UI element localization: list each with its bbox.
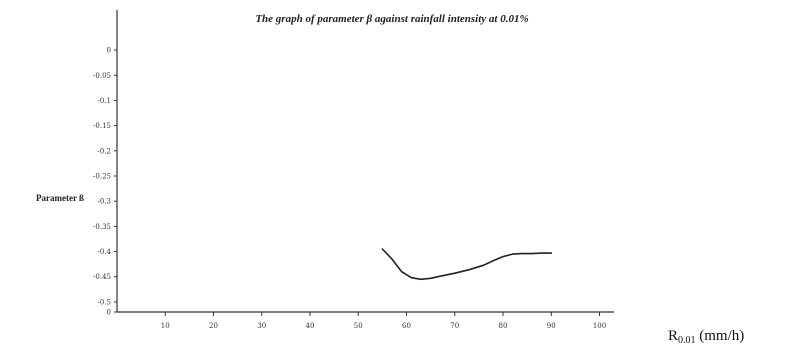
x-axis-label-unit: (mm/h): [696, 328, 745, 344]
x-tick-label: 90: [547, 322, 556, 330]
y-tick-label: -0.25: [93, 173, 111, 181]
series-line: [381, 248, 553, 281]
y-tick-label-baseline: 0: [107, 309, 111, 317]
y-tick-label: -0.05: [93, 72, 111, 80]
y-tick-label: -0.45: [93, 273, 111, 281]
y-tick-label: 0: [107, 47, 111, 55]
y-axis-label: Parameter ß: [36, 193, 84, 203]
series-group: [381, 248, 553, 281]
y-tick-label: -0.2: [98, 147, 112, 155]
x-axis-label: R0.01 (mm/h): [668, 328, 744, 346]
chart-title: The graph of parameter β against rainfal…: [255, 13, 528, 25]
x-tick-label: 20: [209, 322, 218, 330]
x-tick-label: 60: [402, 322, 411, 330]
x-tick-label: 50: [354, 322, 363, 330]
x-tick-label: 80: [499, 322, 508, 330]
axes: [116, 10, 614, 313]
y-tick-label: -0.5: [98, 298, 112, 306]
x-tick-label: 30: [257, 322, 266, 330]
x-tick-label: 40: [306, 322, 315, 330]
y-tick-label: -0.3: [98, 198, 112, 206]
x-axis-label-main: R: [668, 328, 678, 344]
y-tick-label: -0.15: [93, 122, 111, 130]
x-tick-label: 100: [593, 322, 606, 330]
x-tick-label: 70: [450, 322, 459, 330]
y-tick-label: -0.4: [98, 248, 112, 256]
y-ticks: 0 -0.05 -0.1 -0.15 -0.2 -0.25 -0.3 -0.35 -0.4 -0.…: [93, 47, 117, 317]
x-tick-label: 10: [161, 322, 170, 330]
y-tick-label: -0.1: [98, 97, 112, 105]
x-axis-label-sub: 0.01: [678, 335, 696, 346]
x-ticks: 10 20 30 40 50 60 70 80 90 100: [161, 312, 606, 330]
y-tick-label: -0.35: [93, 223, 111, 231]
